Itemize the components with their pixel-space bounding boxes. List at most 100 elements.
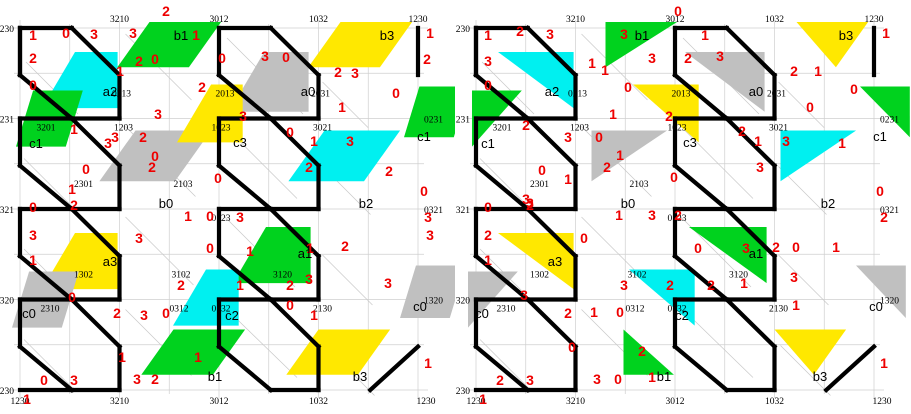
tile-label-b0: b0 bbox=[159, 196, 173, 211]
step-number: 1 bbox=[306, 240, 314, 256]
step-number: 3 bbox=[593, 371, 601, 387]
svg-text:3102: 3102 bbox=[628, 271, 647, 281]
svg-text:0231: 0231 bbox=[456, 116, 470, 126]
step-number: 0 bbox=[286, 124, 294, 140]
step-number: 1 bbox=[880, 355, 888, 371]
svg-text:3201: 3201 bbox=[493, 124, 512, 134]
tile-label-c2: c2 bbox=[675, 308, 689, 323]
svg-text:3012: 3012 bbox=[666, 15, 685, 25]
step-number: 3 bbox=[546, 26, 554, 42]
svg-text:0321: 0321 bbox=[456, 206, 470, 216]
step-number: 1 bbox=[310, 133, 318, 149]
step-number: 0 bbox=[616, 304, 624, 320]
svg-text:1230: 1230 bbox=[11, 397, 30, 407]
step-number: 3 bbox=[790, 269, 798, 285]
tile-label-c1: c1 bbox=[417, 129, 431, 144]
step-number: 3 bbox=[620, 26, 628, 42]
tile-label-b2: b2 bbox=[821, 196, 835, 211]
step-number: 1 bbox=[792, 297, 800, 313]
step-number: 3 bbox=[782, 133, 790, 149]
step-number: 3 bbox=[154, 106, 162, 122]
step-number: 2 bbox=[198, 79, 206, 95]
svg-text:0312: 0312 bbox=[170, 305, 189, 315]
step-number: 3 bbox=[305, 271, 313, 287]
svg-text:3210: 3210 bbox=[110, 397, 129, 407]
step-number: 2 bbox=[385, 163, 393, 179]
svg-text:2013: 2013 bbox=[216, 90, 235, 100]
svg-text:0123: 0123 bbox=[668, 214, 687, 224]
tile-b0 bbox=[99, 130, 212, 182]
svg-text:3021: 3021 bbox=[313, 124, 332, 134]
step-number: 1 bbox=[236, 277, 244, 293]
tile-c0 bbox=[856, 265, 906, 318]
step-number: 1 bbox=[601, 62, 609, 78]
step-number: 2 bbox=[880, 209, 888, 225]
svg-text:0321: 0321 bbox=[0, 206, 14, 216]
step-number: 1 bbox=[29, 252, 37, 268]
step-number: 1 bbox=[832, 239, 840, 255]
tile-a3 bbox=[498, 233, 574, 290]
step-number: 3 bbox=[484, 53, 492, 69]
step-number: 2 bbox=[516, 23, 524, 39]
tile-label-c0: c0 bbox=[22, 306, 36, 321]
tile-label-a0: a0 bbox=[301, 84, 315, 99]
step-number: 1 bbox=[29, 27, 37, 43]
svg-text:3210: 3210 bbox=[110, 15, 129, 25]
tile-label-b1: b1 bbox=[174, 28, 188, 43]
svg-text:0231: 0231 bbox=[880, 116, 899, 126]
svg-text:1023: 1023 bbox=[212, 124, 231, 134]
step-number: 2 bbox=[29, 50, 37, 66]
svg-text:1032: 1032 bbox=[309, 15, 328, 25]
step-number: 3 bbox=[140, 307, 148, 323]
step-number: 1 bbox=[814, 63, 822, 79]
step-number: 3 bbox=[239, 108, 247, 124]
svg-text:3102: 3102 bbox=[172, 271, 191, 281]
step-number: 0 bbox=[68, 289, 76, 305]
step-number: 1 bbox=[484, 27, 492, 43]
step-number: 0 bbox=[694, 240, 702, 256]
step-number: 3 bbox=[346, 133, 354, 149]
step-number: 3 bbox=[129, 25, 137, 41]
step-number: 0 bbox=[286, 297, 294, 313]
svg-text:3012: 3012 bbox=[210, 397, 229, 407]
step-number: 1 bbox=[246, 243, 254, 259]
tile-label-c0: c0 bbox=[869, 299, 883, 314]
svg-text:1203: 1203 bbox=[114, 124, 133, 134]
svg-text:0123: 0123 bbox=[212, 214, 231, 224]
step-number: 1 bbox=[740, 275, 748, 291]
svg-text:2103: 2103 bbox=[174, 180, 193, 190]
step-number: 0 bbox=[151, 51, 159, 67]
svg-text:3210: 3210 bbox=[566, 397, 585, 407]
step-number: 1 bbox=[338, 99, 346, 115]
step-number: 0 bbox=[82, 161, 90, 177]
step-number: 2 bbox=[305, 159, 313, 175]
step-number: 2 bbox=[70, 197, 78, 213]
step-number: 0 bbox=[162, 305, 170, 321]
step-number: 3 bbox=[648, 207, 656, 223]
tile-label-b3: b3 bbox=[353, 369, 367, 384]
step-number: 2 bbox=[162, 3, 170, 19]
step-number: 0 bbox=[206, 240, 214, 256]
tile-b3 bbox=[774, 329, 847, 375]
svg-text:1032: 1032 bbox=[765, 15, 784, 25]
svg-text:1023: 1023 bbox=[668, 124, 687, 134]
step-number: 1 bbox=[426, 25, 434, 41]
tile-label-a1: a1 bbox=[749, 246, 763, 261]
step-number: 2 bbox=[526, 197, 534, 213]
step-number: 0 bbox=[420, 183, 428, 199]
step-number: 2 bbox=[738, 123, 746, 139]
tile-label-b1: b1 bbox=[208, 369, 222, 384]
step-number: 0 bbox=[568, 339, 576, 355]
step-number: 3 bbox=[564, 129, 572, 145]
svg-text:1032: 1032 bbox=[309, 397, 328, 407]
step-number: 2 bbox=[341, 238, 349, 254]
step-number: 0 bbox=[670, 169, 678, 185]
svg-text:3021: 3021 bbox=[769, 124, 788, 134]
step-number: 0 bbox=[151, 148, 159, 164]
tile-b1 bbox=[623, 329, 674, 375]
svg-text:1320: 1320 bbox=[0, 297, 14, 307]
tile-a0 bbox=[229, 52, 309, 112]
svg-text:0213: 0213 bbox=[568, 90, 587, 100]
